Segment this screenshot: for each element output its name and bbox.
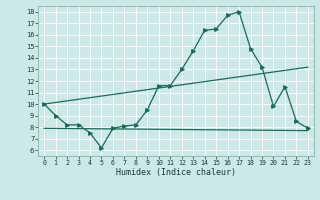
X-axis label: Humidex (Indice chaleur): Humidex (Indice chaleur) [116,168,236,177]
